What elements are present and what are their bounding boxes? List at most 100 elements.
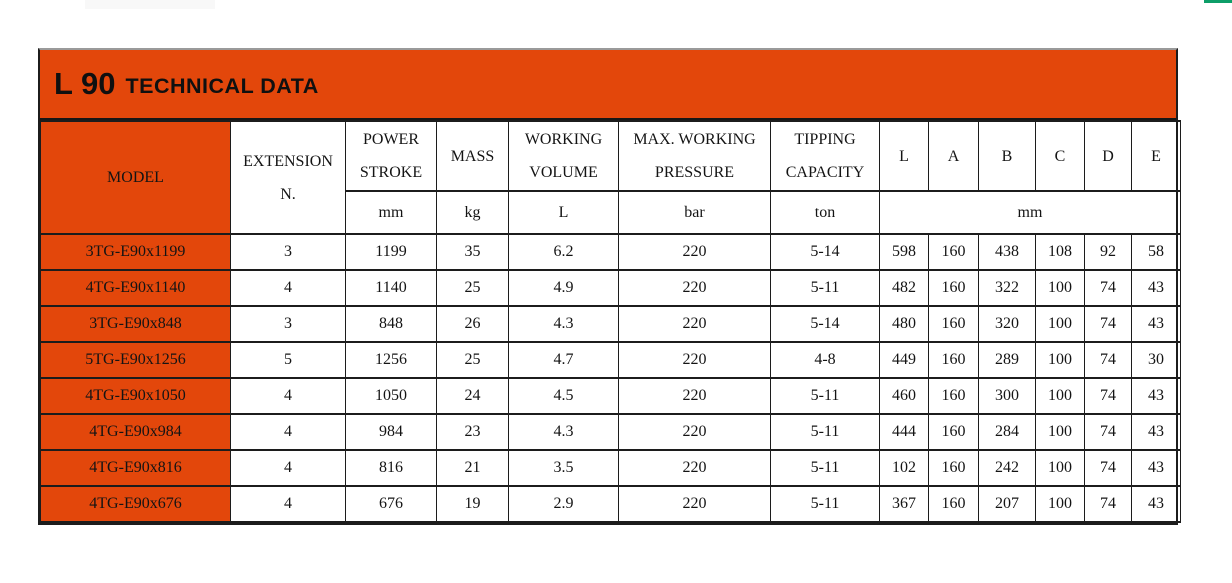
column-header-max-working-pressure: MAX. WORKING PRESSURE [618,120,771,192]
unit-mass: kg [436,190,509,235]
value-cell: 1199 [345,233,437,271]
value-cell: 24 [436,377,509,415]
value-cell: 35 [436,233,509,271]
value-cell: 100 [1035,485,1085,523]
table-row: 3TG-E90x1199 3 1199 35 6.2 220 5-14 598 160 438 10… [40,233,1181,271]
green-corner-strip [1204,0,1232,3]
value-cell: 21 [436,449,509,487]
table-row: 4TG-E90x1140 4 1140 25 4.9 220 5-11 482 160 322 10… [40,269,1181,307]
value-cell: 4.3 [508,305,619,343]
value-cell: 43 [1131,485,1181,523]
value-cell: 4-8 [770,341,880,379]
value-cell: 30 [1131,341,1181,379]
column-header-tipping-capacity: TIPPING CAPACITY [770,120,880,192]
value-cell: 4.5 [508,377,619,415]
value-cell: 220 [618,449,771,487]
value-cell: 289 [978,341,1036,379]
value-cell: 74 [1084,341,1132,379]
value-cell: 74 [1084,449,1132,487]
value-cell: 74 [1084,377,1132,415]
column-header-dim-d: D [1084,120,1132,192]
value-cell: 480 [879,305,929,343]
value-cell: 220 [618,485,771,523]
value-cell: 3 [230,233,346,271]
sheet-title-bar: L 90 TECHNICAL DATA [40,50,1176,120]
value-cell: 4 [230,485,346,523]
value-cell: 26 [436,305,509,343]
unit-max-working-pressure: bar [618,190,771,235]
value-cell: 160 [928,377,979,415]
table-body: 3TG-E90x1199 3 1199 35 6.2 220 5-14 598 160 438 10… [40,233,1181,523]
column-header-dim-l: L [879,120,929,192]
value-cell: 100 [1035,269,1085,307]
value-cell: 4.7 [508,341,619,379]
model-series-title: L 90 [54,66,116,101]
value-cell: 19 [436,485,509,523]
unit-power-stroke: mm [345,190,437,235]
value-cell: 74 [1084,269,1132,307]
value-cell: 5-11 [770,269,880,307]
value-cell: 100 [1035,449,1085,487]
value-cell: 100 [1035,377,1085,415]
value-cell: 74 [1084,305,1132,343]
column-header-dim-a: A [928,120,979,192]
value-cell: 5-11 [770,449,880,487]
value-cell: 320 [978,305,1036,343]
value-cell: 4.9 [508,269,619,307]
column-header-mass: MASS [436,120,509,192]
column-header-dim-c: C [1035,120,1085,192]
value-cell: 284 [978,413,1036,451]
value-cell: 220 [618,233,771,271]
value-cell: 242 [978,449,1036,487]
faded-page-artifact [85,0,215,9]
column-header-dim-b: B [978,120,1036,192]
unit-working-volume: L [508,190,619,235]
value-cell: 100 [1035,341,1085,379]
value-cell: 848 [345,305,437,343]
technical-data-table: MODEL EXTENSION N. POWER STROKE MASS WOR… [40,120,1181,523]
value-cell: 5-14 [770,233,880,271]
value-cell: 43 [1131,377,1181,415]
value-cell: 6.2 [508,233,619,271]
value-cell: 220 [618,341,771,379]
column-header-dim-e: E [1131,120,1181,192]
model-cell: 4TG-E90x1140 [40,269,231,307]
model-cell: 4TG-E90x984 [40,413,231,451]
value-cell: 74 [1084,413,1132,451]
value-cell: 220 [618,305,771,343]
value-cell: 598 [879,233,929,271]
value-cell: 160 [928,269,979,307]
table-row: 4TG-E90x984 4 984 23 4.3 220 5-11 444 160 284 100 7… [40,413,1181,451]
value-cell: 4 [230,377,346,415]
value-cell: 4 [230,449,346,487]
value-cell: 160 [928,341,979,379]
value-cell: 160 [928,449,979,487]
value-cell: 108 [1035,233,1085,271]
value-cell: 160 [928,233,979,271]
value-cell: 322 [978,269,1036,307]
value-cell: 4.3 [508,413,619,451]
column-header-power-stroke: POWER STROKE [345,120,437,192]
value-cell: 5 [230,341,346,379]
value-cell: 449 [879,341,929,379]
unit-tipping-capacity: ton [770,190,880,235]
model-cell: 4TG-E90x816 [40,449,231,487]
value-cell: 43 [1131,413,1181,451]
value-cell: 23 [436,413,509,451]
value-cell: 676 [345,485,437,523]
technical-data-sheet: L 90 TECHNICAL DATA MODEL EXTENSION N. P… [38,48,1181,525]
value-cell: 58 [1131,233,1181,271]
value-cell: 220 [618,413,771,451]
sheet-title-suffix: TECHNICAL DATA [125,73,319,98]
value-cell: 220 [618,269,771,307]
value-cell: 74 [1084,485,1132,523]
model-cell: 3TG-E90x1199 [40,233,231,271]
value-cell: 43 [1131,449,1181,487]
value-cell: 2.9 [508,485,619,523]
value-cell: 43 [1131,269,1181,307]
column-header-extension: EXTENSION N. [230,120,346,235]
unit-dimensions: mm [879,190,1181,235]
value-cell: 4 [230,413,346,451]
value-cell: 482 [879,269,929,307]
value-cell: 3.5 [508,449,619,487]
